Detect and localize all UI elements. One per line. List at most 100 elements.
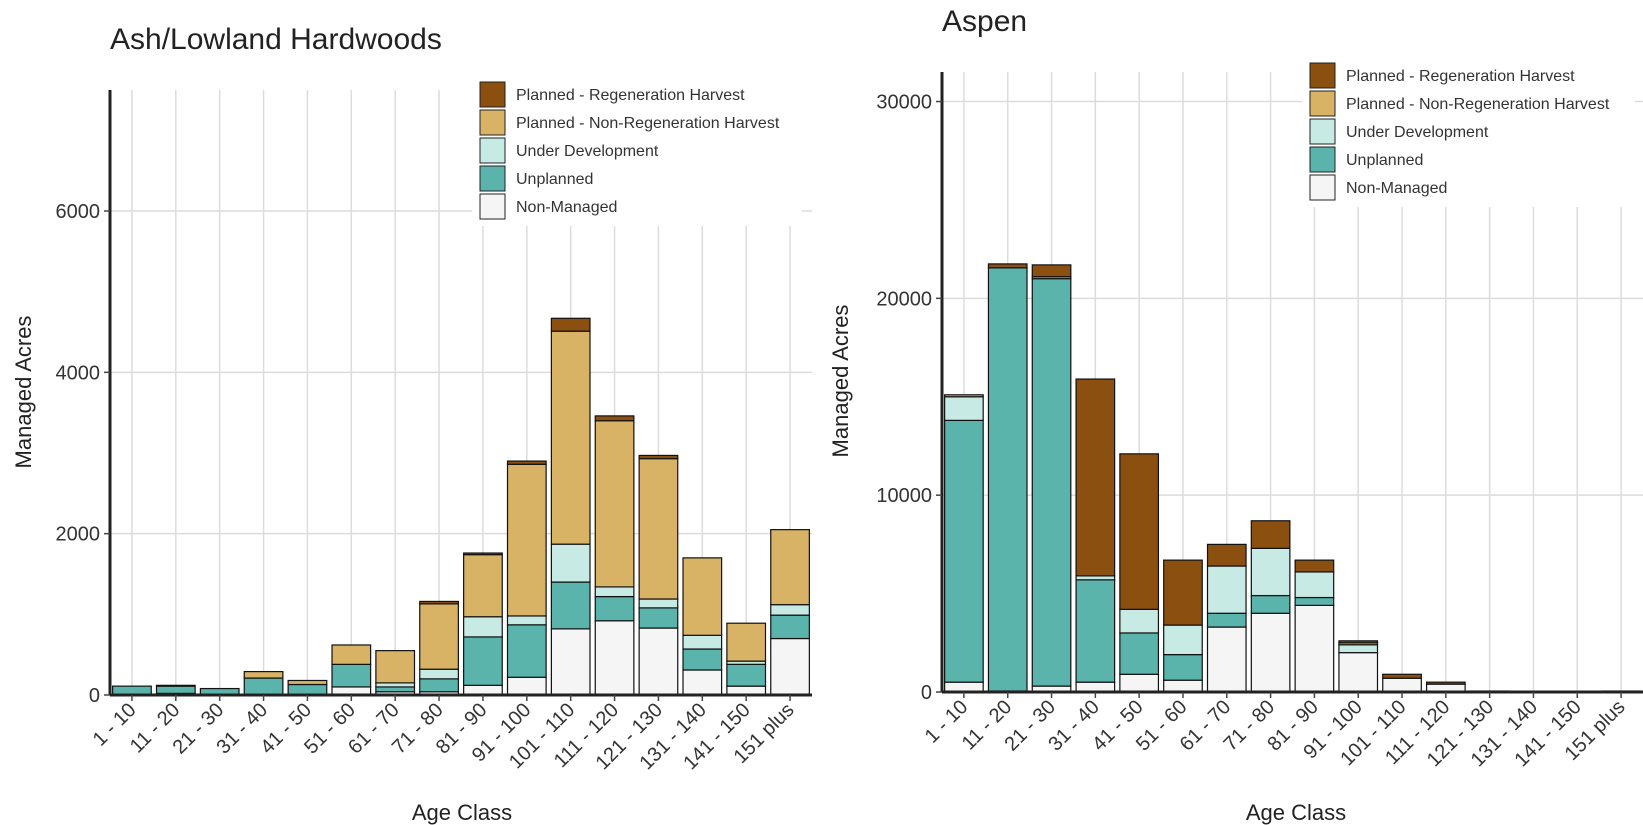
- bar-segment-planned-non-regeneration-harvest: [594, 420, 635, 588]
- bar-segment-non-managed: [1382, 677, 1422, 693]
- y-ticks: 0 2000 4000 6000: [56, 201, 110, 707]
- y-tick-label: 6000: [56, 201, 101, 223]
- legend-swatch-unplanned: [1309, 146, 1336, 173]
- y-tick-label: 10000: [876, 485, 932, 507]
- bar-segment-under-development: [944, 396, 984, 421]
- bar-segment-non-managed: [1294, 604, 1335, 693]
- bar-segment-unplanned: [594, 595, 635, 622]
- bar-segment-under-development: [550, 543, 591, 583]
- bar-segment-planned-non-regeneration-harvest: [375, 650, 416, 684]
- legend-swatch-unplanned: [479, 165, 506, 192]
- bar-segment-non-managed: [682, 669, 723, 696]
- bar-segment-unplanned: [638, 607, 679, 629]
- bar-segment-planned-non-regeneration-harvest: [331, 644, 372, 665]
- bar-segment-non-managed: [1206, 626, 1247, 693]
- bar-segment-unplanned: [331, 663, 372, 688]
- bar-segment-unplanned: [1031, 278, 1072, 687]
- y-tick-label: 0: [921, 682, 932, 704]
- bar-segment-planned-regeneration-harvest: [1163, 559, 1203, 626]
- y-tick-label: 0: [89, 685, 100, 707]
- legend-label: Under Development: [1346, 124, 1489, 141]
- bar-segment-unplanned: [506, 624, 547, 678]
- y-tick-label: 4000: [56, 362, 101, 384]
- bar-segment-non-managed: [506, 676, 547, 696]
- bar-segment-under-development: [463, 616, 503, 638]
- bars: [112, 317, 810, 696]
- bar-segment-under-development: [506, 615, 547, 626]
- bar-segment-planned-regeneration-harvest: [1119, 453, 1160, 610]
- bar-segment-under-development: [1206, 565, 1247, 614]
- bar-segment-planned-non-regeneration-harvest: [726, 622, 767, 662]
- legend-swatch-planned-non-regeneration-harvest: [1309, 90, 1336, 117]
- bar-segment-non-managed: [1250, 612, 1291, 693]
- bar-segment-non-managed: [1163, 679, 1203, 693]
- x-axis-title: Age Class: [412, 800, 512, 825]
- bar-segment-unplanned: [1206, 612, 1247, 628]
- bar-segment-under-development: [375, 682, 416, 688]
- bar-segment-planned-non-regeneration-harvest: [419, 603, 459, 670]
- bar-segment-planned-regeneration-harvest: [1338, 640, 1379, 644]
- legend-background: [1302, 59, 1635, 207]
- bar-segment-planned-regeneration-harvest: [1382, 673, 1422, 679]
- bar-segment-unplanned: [726, 663, 767, 687]
- bar-segment-unplanned: [1075, 579, 1116, 683]
- legend-swatch-non-managed: [1309, 174, 1336, 201]
- bar-segment-under-development: [638, 598, 679, 609]
- bar-segment-under-development: [594, 586, 635, 598]
- bar-segment-planned-non-regeneration-harvest: [243, 671, 284, 679]
- bar-segment-unplanned: [770, 614, 810, 640]
- legend-swatch-non-managed: [479, 193, 506, 220]
- y-axis-title: Managed Acres: [828, 305, 853, 458]
- bar-segment-non-managed: [550, 628, 591, 696]
- bar-segment-unplanned: [944, 419, 984, 683]
- bar-segment-planned-regeneration-harvest: [1031, 264, 1072, 278]
- legend-background: [472, 78, 802, 226]
- bar-segment-under-development: [1119, 608, 1160, 634]
- bar-segment-under-development: [419, 668, 459, 680]
- bar-segment-under-development: [770, 604, 810, 616]
- legend-label: Planned - Non-Regeneration Harvest: [1346, 96, 1610, 113]
- bar-segment-planned-regeneration-harvest: [550, 317, 591, 332]
- bar-segment-non-managed: [638, 627, 679, 696]
- y-axis-title: Managed Acres: [11, 316, 36, 469]
- bar-segment-planned-non-regeneration-harvest: [638, 458, 679, 600]
- legend-swatch-planned-regeneration-harvest: [1309, 62, 1336, 89]
- legend-label: Unplanned: [516, 171, 593, 188]
- bar-segment-planned-regeneration-harvest: [1206, 543, 1247, 567]
- bar-segment-under-development: [1163, 624, 1203, 656]
- bar-segment-unplanned: [1294, 596, 1335, 606]
- legend-swatch-under-development: [1309, 118, 1336, 145]
- bar-segment-planned-regeneration-harvest: [506, 460, 547, 465]
- bar-segment-unplanned: [1163, 654, 1203, 681]
- aspen-chart: Aspen Age Class Managed Acres 0 10000 2000…: [828, 5, 1643, 825]
- chart-title: Aspen: [942, 5, 1027, 38]
- y-tick-label: 30000: [876, 92, 932, 114]
- legend: Planned - Regeneration Harvest Planned - …: [472, 78, 802, 226]
- bar-segment-planned-regeneration-harvest: [594, 415, 635, 422]
- y-ticks: 0 10000 20000 30000: [876, 92, 942, 704]
- bar-segment-unplanned: [243, 677, 284, 696]
- chart-title: Ash/Lowland Hardwoods: [110, 23, 442, 56]
- bar-segment-non-managed: [1119, 673, 1160, 693]
- y-tick-label: 2000: [56, 524, 101, 546]
- bar-segment-planned-non-regeneration-harvest: [682, 557, 723, 636]
- bar-segment-unplanned: [155, 685, 196, 694]
- bar-segment-non-managed: [1338, 652, 1379, 693]
- bar-segment-planned-regeneration-harvest: [987, 263, 1028, 269]
- bar-segment-planned-regeneration-harvest: [463, 552, 503, 556]
- bar-segment-unplanned: [1119, 632, 1160, 675]
- bar-segment-unplanned: [463, 636, 503, 686]
- bar-segment-unplanned: [375, 686, 416, 693]
- bar-segment-under-development: [1294, 571, 1335, 599]
- legend-label: Non-Managed: [1346, 180, 1447, 197]
- bar-segment-planned-regeneration-harvest: [1250, 520, 1291, 549]
- legend-label: Planned - Regeneration Harvest: [516, 87, 745, 104]
- bar-segment-planned-regeneration-harvest: [1075, 378, 1116, 577]
- bar-segment-planned-non-regeneration-harvest: [770, 529, 810, 606]
- legend-label: Planned - Non-Regeneration Harvest: [516, 115, 780, 132]
- bar-segment-unplanned: [682, 648, 723, 671]
- legend-swatch-planned-regeneration-harvest: [479, 81, 506, 108]
- bar-segment-under-development: [1338, 644, 1379, 654]
- bar-segment-under-development: [682, 634, 723, 650]
